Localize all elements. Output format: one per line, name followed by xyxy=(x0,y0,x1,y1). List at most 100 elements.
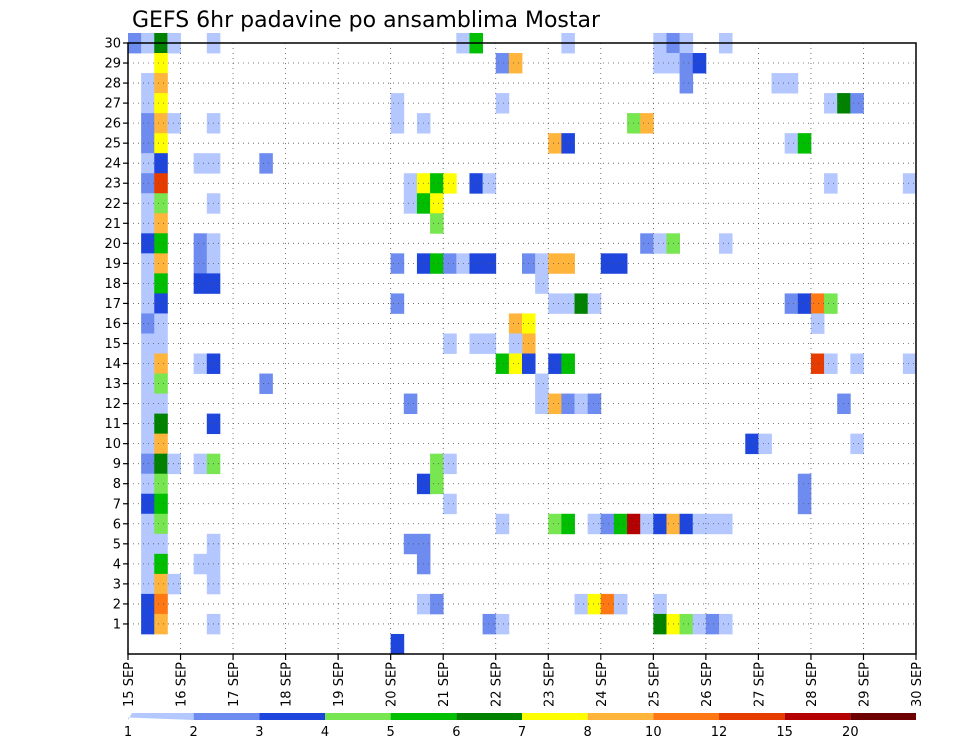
colorbar-swatch xyxy=(128,713,194,720)
colorbar-label: 4 xyxy=(321,725,329,740)
precip-cell xyxy=(653,53,667,74)
precip-cell xyxy=(495,353,510,374)
precip-cell xyxy=(154,73,168,94)
y-tick-label: 24 xyxy=(104,157,121,172)
precip-cell xyxy=(390,113,405,134)
precip-cell xyxy=(548,293,562,314)
precip-cell xyxy=(141,433,155,455)
precip-cell xyxy=(495,93,510,114)
precip-cell xyxy=(495,513,510,535)
y-tick-label: 19 xyxy=(104,257,121,272)
precip-cell xyxy=(587,513,602,535)
precip-cell xyxy=(469,253,483,274)
y-tick-label: 30 xyxy=(104,37,121,52)
precip-cell xyxy=(390,293,405,314)
precip-cell xyxy=(141,413,155,435)
precip-cell xyxy=(167,573,181,595)
precip-cell xyxy=(797,473,812,495)
precip-cell xyxy=(495,613,510,635)
precip-cell xyxy=(154,253,168,274)
precip-cell xyxy=(850,353,864,374)
y-tick-label: 14 xyxy=(104,357,121,372)
precip-cell xyxy=(141,493,155,515)
precip-cell xyxy=(430,473,444,495)
precip-cell xyxy=(600,593,615,615)
y-tick-label: 28 xyxy=(104,77,121,92)
precip-cell xyxy=(508,333,523,354)
precip-cell xyxy=(141,93,155,114)
precip-cell xyxy=(797,493,812,515)
precip-cell xyxy=(141,193,155,214)
colorbar-label: 7 xyxy=(518,725,526,740)
precip-cell xyxy=(692,513,707,535)
precip-cell xyxy=(824,293,838,314)
precip-cell xyxy=(902,173,917,194)
colorbar-label: 2 xyxy=(190,725,198,740)
precip-cell xyxy=(430,593,444,615)
precip-cell xyxy=(154,473,168,495)
precip-cell xyxy=(613,253,628,274)
precip-cell xyxy=(141,293,155,314)
precip-cell xyxy=(154,93,168,114)
x-tick-label: 19 SEP xyxy=(332,662,347,707)
colorbar-swatch xyxy=(587,713,654,720)
colorbar-swatch xyxy=(719,713,785,720)
precip-cell xyxy=(745,433,759,455)
y-tick-label: 18 xyxy=(104,277,121,292)
y-tick-label: 10 xyxy=(104,437,121,452)
precip-cell xyxy=(587,293,602,314)
precip-cell xyxy=(193,253,208,274)
colorbar-label: 3 xyxy=(255,725,263,740)
precip-cell xyxy=(600,253,615,274)
precip-cell xyxy=(430,213,444,234)
x-tick-label: 20 SEP xyxy=(385,662,400,707)
x-tick-label: 27 SEP xyxy=(752,662,767,707)
precip-cell xyxy=(810,353,825,374)
chart-title: GEFS 6hr padavine po ansamblima Mostar xyxy=(132,8,601,33)
colorbar-label: 10 xyxy=(645,725,662,740)
precip-cell xyxy=(154,533,168,555)
precip-cell xyxy=(141,553,155,575)
precip-cell xyxy=(193,353,208,374)
precip-cell xyxy=(141,133,155,154)
precip-cell xyxy=(705,613,720,635)
precip-cell xyxy=(902,353,917,374)
precip-cell xyxy=(154,513,168,535)
precip-cell xyxy=(495,53,510,74)
precip-cell xyxy=(193,453,208,475)
y-tick-label: 21 xyxy=(104,217,121,232)
y-tick-label: 17 xyxy=(104,297,121,312)
precip-cell xyxy=(535,253,549,274)
precip-cell xyxy=(653,593,667,615)
precip-cell xyxy=(443,493,457,515)
precip-cell xyxy=(390,633,405,655)
precip-cell xyxy=(141,273,155,294)
precip-cell xyxy=(167,453,181,475)
precip-cell xyxy=(154,593,168,615)
precip-cell xyxy=(653,513,667,535)
y-tick-label: 29 xyxy=(104,57,121,72)
precip-cell xyxy=(613,593,628,615)
precip-cell xyxy=(193,233,208,254)
colorbar-swatch xyxy=(522,713,588,720)
y-tick-label: 15 xyxy=(104,337,121,352)
precip-cell xyxy=(154,273,168,294)
plot-frame xyxy=(127,42,917,655)
precip-cell xyxy=(679,613,694,635)
precip-cell xyxy=(640,233,654,254)
precip-cell xyxy=(482,253,497,274)
colorbar-label: 8 xyxy=(584,725,592,740)
precip-cell xyxy=(824,93,838,114)
y-tick-label: 22 xyxy=(104,197,121,212)
colorbar-swatch xyxy=(653,713,719,720)
y-tick-label: 8 xyxy=(113,477,121,492)
colorbar-label: 1 xyxy=(124,725,132,740)
precip-cell xyxy=(653,613,667,635)
precip-cell xyxy=(141,353,155,374)
y-tick-label: 27 xyxy=(104,97,121,112)
precip-cell xyxy=(482,173,497,194)
precip-cell xyxy=(154,553,168,575)
precip-cell xyxy=(443,173,457,194)
precip-cell xyxy=(141,393,155,414)
